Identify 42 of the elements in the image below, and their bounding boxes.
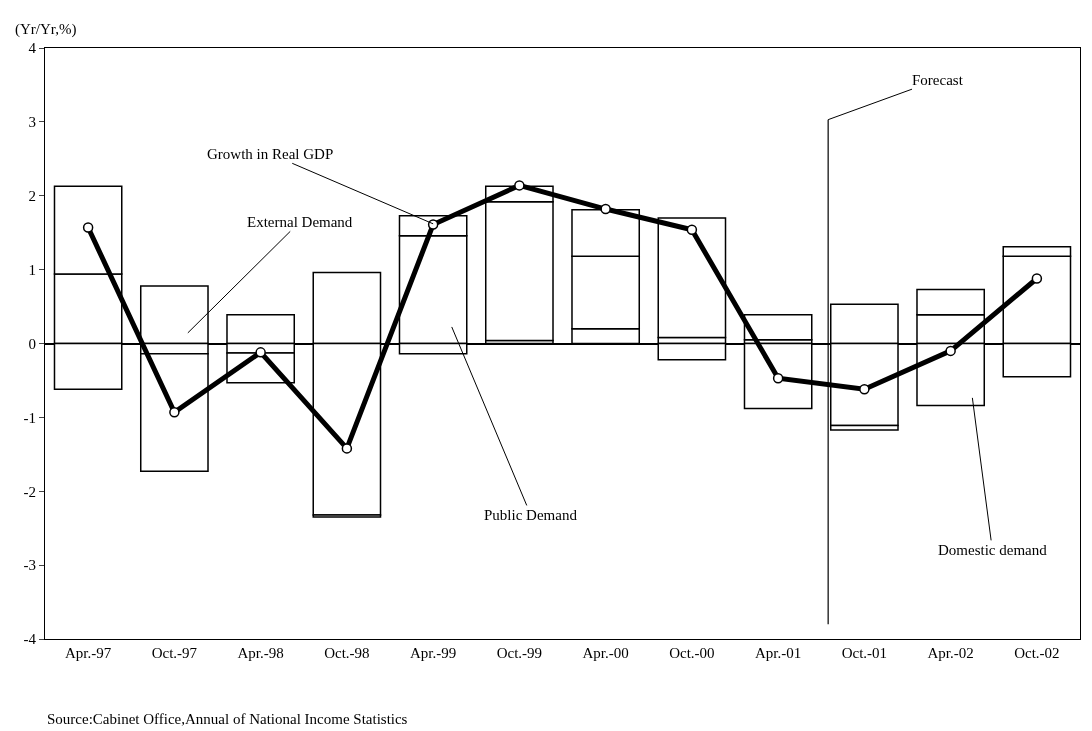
x-tick-label: Apr.-97 bbox=[65, 645, 112, 661]
point bbox=[341, 443, 353, 454]
point bbox=[514, 180, 525, 191]
bar bbox=[657, 217, 727, 339]
y-tick-label: 3 bbox=[28, 114, 36, 131]
x-tick-label: Apr.-98 bbox=[237, 645, 284, 661]
x-tick-label: Oct.-99 bbox=[496, 645, 543, 661]
source-note: Source:Cabinet Office,Annual of National Income Statistics bbox=[47, 711, 408, 727]
x-tick-label: Oct.-01 bbox=[841, 645, 888, 661]
y-tick-label: 2 bbox=[28, 188, 36, 204]
point bbox=[82, 222, 94, 233]
point bbox=[772, 372, 784, 384]
annotation: Domestic demand bbox=[938, 542, 1048, 558]
y-tick-label: 4 bbox=[28, 40, 37, 57]
point bbox=[600, 203, 611, 215]
point bbox=[945, 345, 956, 357]
bar bbox=[743, 313, 813, 341]
annotation: Growth in Real GDP bbox=[207, 146, 334, 162]
x-tick-label: Oct.-00 bbox=[669, 645, 715, 661]
annotation: Public Demand bbox=[484, 507, 578, 523]
x-tick-label: Oct.-97 bbox=[151, 645, 198, 661]
y-tick-label: -4 bbox=[23, 631, 37, 648]
point bbox=[255, 347, 266, 358]
point bbox=[1031, 273, 1043, 284]
x-tick-label: Apr.-01 bbox=[755, 645, 802, 661]
y-tick-label: -1 bbox=[23, 409, 36, 426]
x-tick-label: Oct.-02 bbox=[1014, 645, 1060, 661]
y-tick-label: 0 bbox=[28, 335, 36, 352]
y-tick-label: -2 bbox=[23, 483, 36, 500]
y-tick-label: -3 bbox=[23, 557, 36, 574]
x-tick-label: Apr.-00 bbox=[582, 645, 629, 661]
point bbox=[427, 219, 439, 230]
point bbox=[686, 224, 698, 235]
ref-line-label: Forecast bbox=[912, 72, 964, 88]
y-axis-title: (Yr/Yr,%) bbox=[15, 21, 77, 38]
x-tick-label: Apr.-99 bbox=[410, 645, 457, 661]
point bbox=[169, 406, 180, 418]
x-tick-label: Apr.-02 bbox=[927, 645, 974, 661]
point bbox=[859, 384, 870, 395]
annotation: External Demand bbox=[247, 214, 353, 230]
x-tick-label: Oct.-98 bbox=[324, 645, 370, 661]
y-tick-label: 1 bbox=[28, 261, 36, 278]
